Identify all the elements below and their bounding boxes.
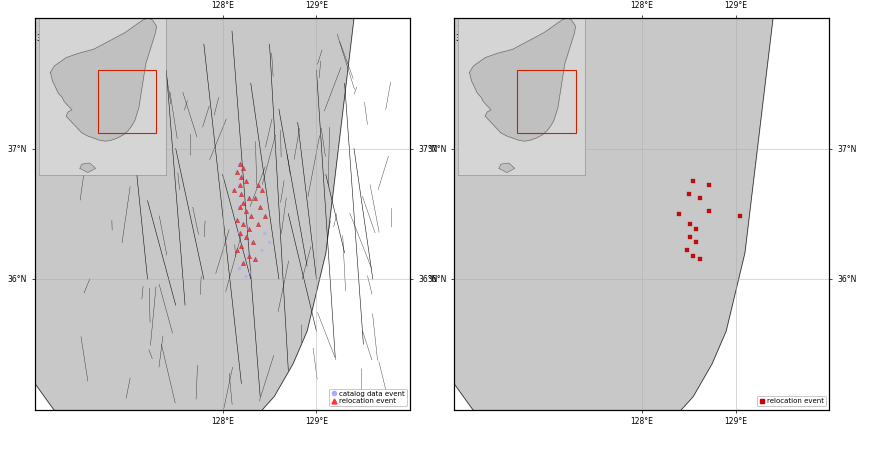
Point — [232, 265, 246, 272]
Point — [733, 213, 747, 220]
Point — [237, 164, 251, 171]
Point — [242, 252, 256, 259]
Point — [239, 234, 253, 241]
Point — [242, 226, 256, 233]
Point — [237, 200, 251, 207]
Point — [251, 181, 265, 189]
Point — [244, 213, 258, 220]
Point — [230, 216, 244, 224]
Point — [702, 207, 716, 215]
Point — [672, 210, 686, 217]
Point — [232, 204, 246, 211]
Point — [234, 174, 248, 181]
Point — [232, 181, 246, 189]
Point — [232, 161, 246, 168]
Point — [689, 226, 703, 233]
Point — [242, 226, 256, 233]
Text: 126°E: 126°E — [456, 24, 478, 33]
Point — [686, 252, 700, 259]
Point — [255, 187, 269, 194]
Point — [237, 164, 251, 171]
Point — [232, 204, 246, 211]
Point — [242, 194, 256, 202]
Point — [249, 256, 263, 263]
Point — [234, 191, 248, 198]
Point — [684, 234, 698, 241]
Point — [230, 216, 244, 224]
Point — [251, 181, 265, 189]
Point — [682, 191, 696, 198]
Point — [249, 256, 263, 263]
Point — [258, 213, 272, 220]
Point — [242, 194, 256, 202]
Point — [244, 213, 258, 220]
Point — [255, 247, 269, 254]
Point — [239, 177, 253, 184]
Point — [251, 220, 265, 228]
Point — [253, 204, 267, 211]
Point — [234, 243, 248, 250]
Point — [263, 239, 277, 246]
Point — [234, 243, 248, 250]
Point — [258, 230, 272, 237]
Polygon shape — [322, 0, 829, 450]
Point — [249, 194, 263, 202]
Point — [227, 187, 241, 194]
Point — [689, 239, 703, 246]
Point — [239, 207, 253, 215]
Point — [237, 260, 251, 267]
Point — [230, 247, 244, 254]
Point — [234, 174, 248, 181]
Point — [244, 269, 258, 276]
Point — [239, 273, 253, 280]
Point — [245, 239, 259, 246]
Point — [242, 252, 256, 259]
Point — [237, 220, 251, 228]
Point — [253, 204, 267, 211]
Point — [702, 181, 716, 189]
Point — [239, 234, 253, 241]
Legend: catalog data event, relocation event: catalog data event, relocation event — [329, 389, 407, 406]
Point — [239, 177, 253, 184]
Point — [249, 194, 263, 202]
Point — [245, 239, 259, 246]
Point — [237, 260, 251, 267]
Point — [239, 207, 253, 215]
Point — [237, 220, 251, 228]
Polygon shape — [0, 0, 410, 450]
Point — [237, 200, 251, 207]
Point — [686, 177, 700, 184]
Point — [684, 220, 698, 228]
Point — [232, 161, 246, 168]
Text: 38°N: 38°N — [37, 34, 56, 43]
Point — [255, 187, 269, 194]
Point — [234, 191, 248, 198]
Point — [258, 213, 272, 220]
Text: 126°E: 126°E — [37, 24, 59, 33]
Text: 38°N: 38°N — [456, 34, 475, 43]
Point — [230, 247, 244, 254]
Point — [232, 230, 246, 237]
Point — [693, 194, 707, 202]
Point — [230, 168, 244, 176]
Point — [232, 230, 246, 237]
Point — [693, 256, 707, 263]
Point — [227, 187, 241, 194]
Point — [680, 247, 694, 254]
Point — [251, 220, 265, 228]
Point — [232, 181, 246, 189]
Point — [230, 168, 244, 176]
Legend: relocation event: relocation event — [757, 396, 826, 406]
